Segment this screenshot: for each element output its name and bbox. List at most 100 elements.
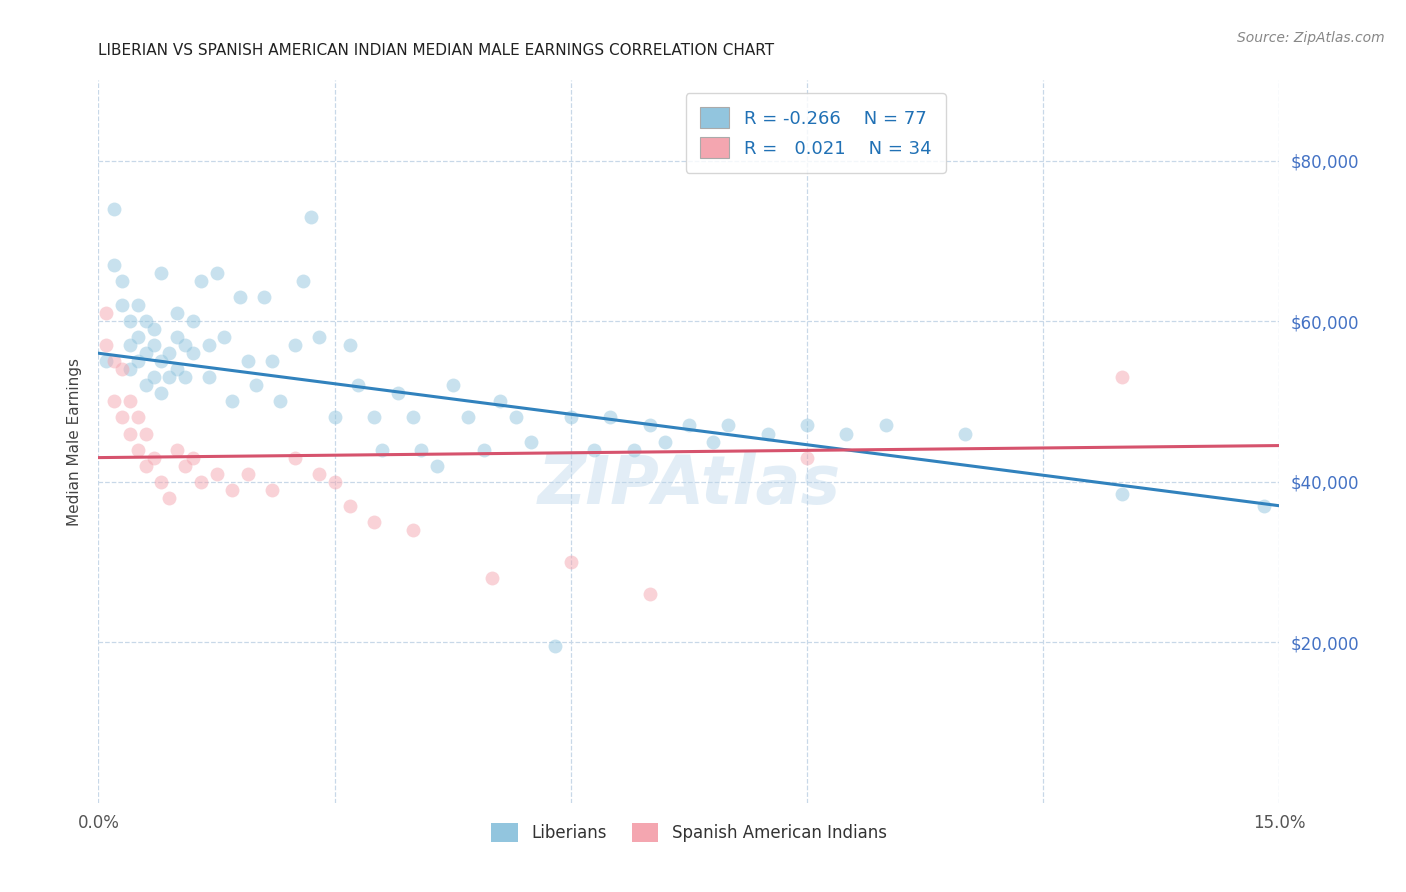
- Point: [150, 386, 173, 401]
- Point: [221, 483, 243, 497]
- Point: [174, 370, 197, 384]
- Point: [135, 346, 157, 360]
- Point: [1253, 499, 1275, 513]
- Point: [166, 362, 188, 376]
- Point: [544, 639, 567, 653]
- Point: [638, 587, 661, 601]
- Point: [190, 475, 212, 489]
- Point: [481, 571, 503, 585]
- Point: [96, 354, 118, 368]
- Point: [229, 290, 252, 304]
- Point: [363, 410, 385, 425]
- Point: [142, 338, 165, 352]
- Point: [339, 499, 361, 513]
- Point: [221, 394, 243, 409]
- Point: [292, 274, 315, 288]
- Point: [174, 458, 197, 473]
- Point: [127, 298, 149, 312]
- Point: [135, 378, 157, 392]
- Point: [371, 442, 394, 457]
- Point: [339, 338, 361, 352]
- Y-axis label: Median Male Earnings: Median Male Earnings: [66, 358, 82, 525]
- Point: [127, 442, 149, 457]
- Point: [181, 314, 204, 328]
- Point: [190, 274, 212, 288]
- Point: [205, 266, 228, 280]
- Point: [441, 378, 464, 392]
- Point: [96, 306, 118, 320]
- Point: [142, 370, 165, 384]
- Point: [157, 491, 180, 505]
- Point: [411, 442, 433, 457]
- Point: [111, 274, 134, 288]
- Point: [308, 330, 330, 344]
- Point: [166, 306, 188, 320]
- Point: [457, 410, 479, 425]
- Point: [111, 410, 134, 425]
- Point: [426, 458, 449, 473]
- Text: LIBERIAN VS SPANISH AMERICAN INDIAN MEDIAN MALE EARNINGS CORRELATION CHART: LIBERIAN VS SPANISH AMERICAN INDIAN MEDI…: [98, 44, 775, 58]
- Point: [323, 410, 346, 425]
- Point: [253, 290, 276, 304]
- Point: [103, 354, 125, 368]
- Point: [174, 338, 197, 352]
- Point: [135, 458, 157, 473]
- Point: [284, 338, 307, 352]
- Point: [835, 426, 858, 441]
- Point: [118, 362, 141, 376]
- Point: [166, 330, 188, 344]
- Text: ZIPAtlas: ZIPAtlas: [537, 452, 841, 518]
- Point: [505, 410, 527, 425]
- Point: [142, 450, 165, 465]
- Point: [269, 394, 291, 409]
- Point: [402, 523, 425, 537]
- Point: [260, 483, 283, 497]
- Point: [150, 354, 173, 368]
- Point: [599, 410, 621, 425]
- Point: [953, 426, 976, 441]
- Legend: Liberians, Spanish American Indians: Liberians, Spanish American Indians: [485, 816, 893, 848]
- Point: [654, 434, 676, 449]
- Point: [284, 450, 307, 465]
- Point: [402, 410, 425, 425]
- Point: [678, 418, 700, 433]
- Point: [623, 442, 645, 457]
- Point: [363, 515, 385, 529]
- Point: [127, 410, 149, 425]
- Point: [135, 314, 157, 328]
- Point: [347, 378, 370, 392]
- Point: [111, 298, 134, 312]
- Point: [520, 434, 543, 449]
- Point: [111, 362, 134, 376]
- Point: [118, 338, 141, 352]
- Point: [214, 330, 236, 344]
- Point: [118, 314, 141, 328]
- Point: [96, 338, 118, 352]
- Point: [756, 426, 779, 441]
- Point: [796, 418, 818, 433]
- Point: [1111, 370, 1133, 384]
- Point: [387, 386, 409, 401]
- Point: [1111, 486, 1133, 500]
- Point: [157, 346, 180, 360]
- Point: [118, 426, 141, 441]
- Point: [299, 210, 322, 224]
- Point: [181, 450, 204, 465]
- Point: [638, 418, 661, 433]
- Point: [197, 370, 219, 384]
- Point: [150, 266, 173, 280]
- Point: [205, 467, 228, 481]
- Point: [260, 354, 283, 368]
- Point: [127, 330, 149, 344]
- Point: [717, 418, 740, 433]
- Point: [702, 434, 724, 449]
- Point: [142, 322, 165, 336]
- Point: [150, 475, 173, 489]
- Point: [118, 394, 141, 409]
- Point: [489, 394, 512, 409]
- Point: [308, 467, 330, 481]
- Point: [323, 475, 346, 489]
- Point: [103, 394, 125, 409]
- Point: [135, 426, 157, 441]
- Point: [197, 338, 219, 352]
